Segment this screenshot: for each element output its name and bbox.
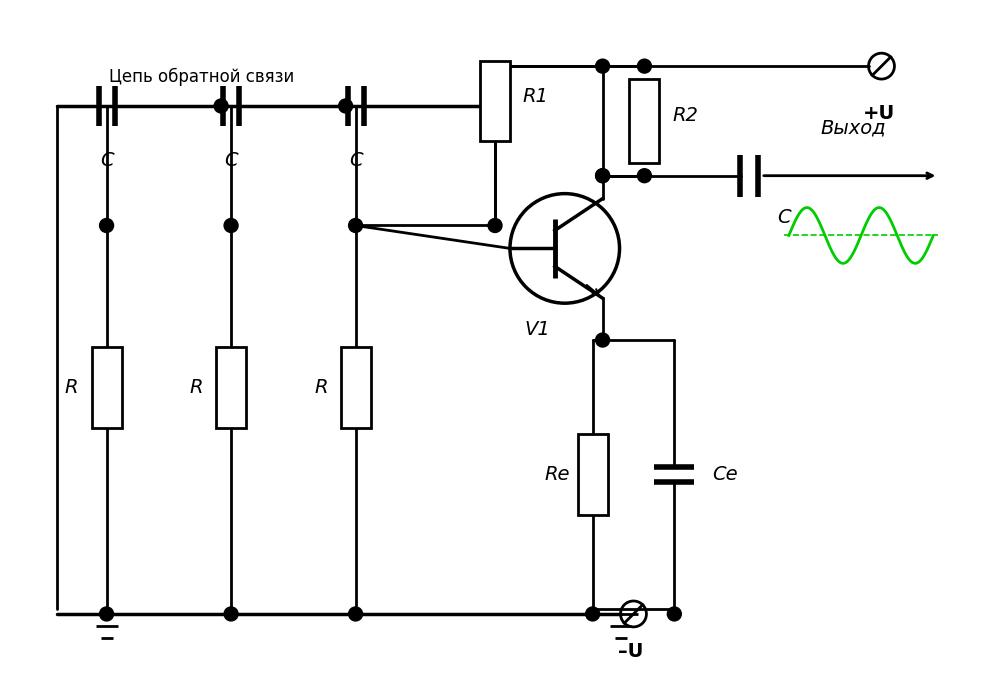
Circle shape	[488, 218, 502, 232]
FancyBboxPatch shape	[341, 346, 371, 428]
Circle shape	[596, 169, 610, 183]
Circle shape	[99, 218, 114, 232]
Circle shape	[637, 169, 651, 183]
Circle shape	[349, 607, 363, 621]
Circle shape	[586, 607, 600, 621]
Text: Цепь обратной связи: Цепь обратной связи	[109, 68, 293, 86]
Text: V1: V1	[524, 320, 550, 339]
Text: R: R	[65, 378, 78, 397]
FancyBboxPatch shape	[216, 346, 246, 428]
Text: C: C	[99, 150, 114, 170]
Text: Ce: Ce	[713, 465, 738, 484]
Circle shape	[667, 607, 681, 621]
Circle shape	[99, 607, 114, 621]
Text: R: R	[190, 378, 203, 397]
Text: C: C	[777, 208, 791, 227]
Circle shape	[224, 218, 238, 232]
Text: Re: Re	[545, 465, 570, 484]
Text: –U: –U	[618, 642, 643, 661]
FancyBboxPatch shape	[480, 61, 510, 141]
Text: R: R	[314, 378, 328, 397]
Text: C: C	[224, 150, 238, 170]
Circle shape	[339, 99, 353, 113]
Circle shape	[637, 60, 651, 73]
Circle shape	[349, 218, 363, 232]
Text: R2: R2	[672, 106, 698, 125]
FancyBboxPatch shape	[91, 346, 122, 428]
FancyBboxPatch shape	[578, 434, 608, 515]
Text: R1: R1	[523, 87, 549, 106]
Circle shape	[596, 333, 610, 347]
FancyBboxPatch shape	[629, 78, 659, 163]
Circle shape	[214, 99, 228, 113]
Circle shape	[224, 607, 238, 621]
Circle shape	[596, 169, 610, 183]
Circle shape	[596, 60, 610, 73]
Text: +U: +U	[862, 104, 894, 123]
Text: C: C	[349, 150, 363, 170]
Text: Выход: Выход	[821, 119, 886, 138]
